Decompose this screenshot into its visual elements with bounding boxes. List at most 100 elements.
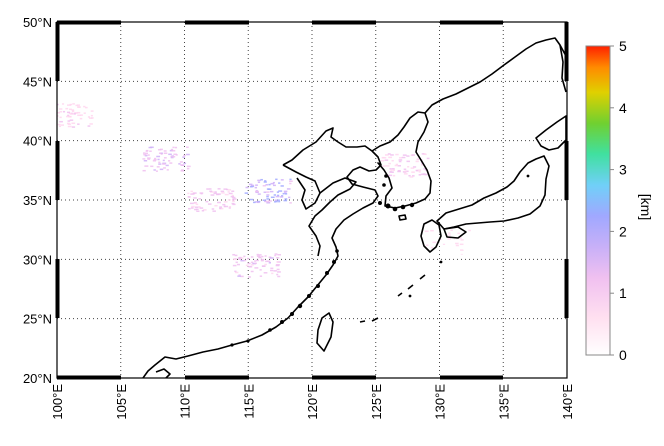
data-speck-loess-plateau <box>155 170 158 172</box>
data-speck-korea <box>412 166 417 168</box>
colorbar-tick-label: 4 <box>619 100 627 116</box>
data-speck-northwest <box>83 112 86 114</box>
data-speck-sichuan-hubei <box>243 255 246 258</box>
data-speck-north-china-plain <box>275 195 280 198</box>
data-speck-korea <box>391 159 394 162</box>
data-speck-north-china-plain <box>256 201 260 204</box>
data-speck-north-china-plain <box>266 188 270 190</box>
data-speck-central-china <box>201 209 205 212</box>
sakhalin-coastline <box>559 44 567 93</box>
data-speck-korea <box>397 169 401 172</box>
kyushu-coastline <box>420 219 442 253</box>
data-speck-sichuan-hubei <box>246 257 250 260</box>
data-speck-central-china <box>191 205 195 208</box>
data-speck-north-china-plain <box>286 188 291 190</box>
lat-label: 45°N <box>23 74 52 89</box>
data-speck-northwest <box>83 105 86 108</box>
data-speck-north-china-plain <box>257 181 261 183</box>
data-speck-korea <box>401 156 406 159</box>
jeju-island <box>398 214 407 221</box>
data-speck-central-china <box>214 191 217 193</box>
data-speck-sichuan-hubei <box>277 271 281 273</box>
data-patches <box>50 103 472 278</box>
data-speck-korea <box>406 160 410 163</box>
data-speck-loess-plateau <box>167 160 171 162</box>
lon-label: 135°E <box>496 384 511 420</box>
data-speck-northwest <box>57 123 61 126</box>
longitude-labels: 100°E 105°E 110°E 115°E 120°E 125°E 130°E 135°E… <box>50 384 575 420</box>
data-speck-loess-plateau <box>142 169 146 172</box>
data-speck-north-china-plain <box>263 181 267 183</box>
data-speck-loess-plateau <box>142 152 146 154</box>
data-speck-sichuan-hubei <box>245 264 249 267</box>
data-speck-loess-plateau <box>162 163 166 165</box>
data-speck-kyushu <box>429 251 432 254</box>
data-speck-central-china <box>223 201 228 203</box>
data-speck-korea <box>384 154 389 156</box>
honshu-coastline <box>436 155 550 230</box>
data-speck-sichuan-hubei <box>264 263 267 266</box>
data-speck-kyushu <box>458 237 462 239</box>
data-speck-northwest <box>67 104 71 106</box>
data-speck-sichuan-hubei <box>260 258 265 261</box>
data-speck-central-china <box>223 188 228 190</box>
data-speck-kyushu <box>438 230 443 232</box>
data-speck-northwest <box>59 120 63 123</box>
data-speck-sichuan-hubei <box>238 256 242 259</box>
data-speck-loess-plateau <box>158 163 162 165</box>
data-speck-kyushu <box>442 243 446 245</box>
data-speck-kyushu <box>445 250 449 253</box>
data-speck-north-china-plain <box>250 184 255 187</box>
data-speck-north-china-plain <box>282 192 285 195</box>
data-speck-north-china-plain <box>255 191 259 194</box>
data-speck-north-china-plain <box>289 178 292 181</box>
data-speck-sichuan-hubei <box>269 257 274 259</box>
data-speck-northwest <box>59 116 62 119</box>
data-speck-loess-plateau <box>142 158 146 160</box>
data-speck-sichuan-hubei <box>247 262 251 265</box>
data-speck-north-china-plain <box>283 199 288 202</box>
data-speck-central-china <box>221 192 225 194</box>
lon-label: 120°E <box>305 384 320 420</box>
data-speck-sichuan-hubei <box>273 270 277 272</box>
data-speck-north-china-plain <box>244 192 249 194</box>
data-speck-central-china <box>223 205 226 208</box>
data-speck-north-china-plain <box>245 186 249 189</box>
data-speck-northwest <box>50 124 52 126</box>
data-speck-korea <box>390 154 394 156</box>
data-speck-korea <box>397 165 401 167</box>
data-speck-north-china-plain <box>249 198 254 201</box>
data-speck-korea <box>416 158 419 161</box>
data-speck-north-china-plain <box>255 184 258 186</box>
data-speck-sichuan-hubei <box>258 256 262 258</box>
data-speck-loess-plateau <box>157 158 160 161</box>
data-speck-kyushu <box>459 252 464 255</box>
colorbar-tick-label: 0 <box>619 347 627 363</box>
colorbar-tick-label: 3 <box>619 162 627 178</box>
data-speck-central-china <box>205 200 209 203</box>
data-speck-north-china-plain <box>273 194 277 196</box>
data-speck-korea <box>391 171 394 173</box>
data-speck-kyushu <box>425 229 428 232</box>
data-speck-korea <box>390 169 393 171</box>
data-speck-kyushu <box>438 241 443 244</box>
data-speck-sichuan-hubei <box>268 262 272 264</box>
data-speck-north-china-plain <box>278 200 281 203</box>
data-speck-sichuan-hubei <box>256 255 261 257</box>
data-speck-sichuan-hubei <box>234 254 238 257</box>
data-speck-sichuan-hubei <box>258 254 262 256</box>
data-speck-kyushu <box>430 246 434 249</box>
data-speck-korea <box>415 169 419 172</box>
data-speck-kyushu <box>424 245 429 248</box>
data-speck-central-china <box>228 207 231 209</box>
data-speck-loess-plateau <box>168 153 172 156</box>
data-speck-sichuan-hubei <box>239 257 244 259</box>
data-speck-loess-plateau <box>143 153 147 156</box>
data-speck-central-china <box>232 196 236 199</box>
data-speck-northwest <box>53 120 57 122</box>
data-speck-north-china-plain <box>268 183 271 186</box>
data-speck-central-china <box>190 190 193 193</box>
data-speck-northwest <box>79 117 83 120</box>
data-speck-sichuan-hubei <box>254 267 259 269</box>
data-speck-kyushu <box>450 229 453 232</box>
